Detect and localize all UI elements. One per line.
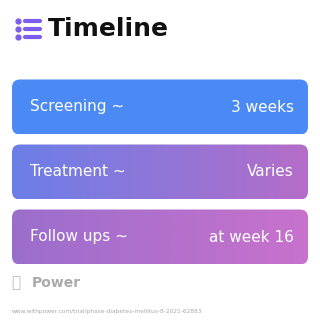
Text: Ⓟ: Ⓟ: [12, 276, 20, 290]
Text: Screening ~: Screening ~: [30, 99, 124, 114]
Text: Follow ups ~: Follow ups ~: [30, 230, 128, 245]
Text: www.withpower.com/trial/phase-diabetes-mellitus-8-2021-62883: www.withpower.com/trial/phase-diabetes-m…: [12, 308, 203, 314]
Text: Power: Power: [32, 276, 81, 290]
Text: 3 weeks: 3 weeks: [231, 99, 294, 114]
Text: Timeline: Timeline: [48, 17, 169, 41]
Text: Treatment ~: Treatment ~: [30, 164, 126, 180]
Text: Varies: Varies: [247, 164, 294, 180]
Text: at week 16: at week 16: [209, 230, 294, 245]
